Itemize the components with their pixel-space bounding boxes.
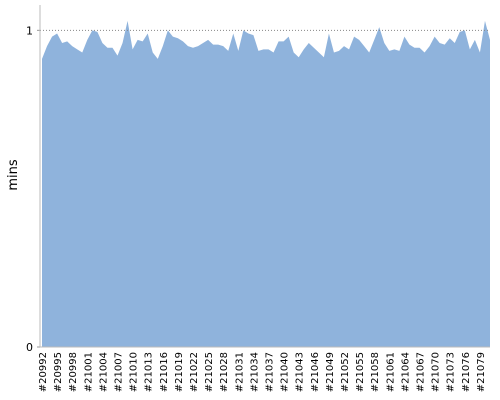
y-tick-label: 0	[26, 341, 33, 354]
x-tick-label: #21013	[144, 352, 155, 392]
x-tick-label: #21043	[295, 352, 306, 392]
x-tick-label: #21058	[370, 352, 381, 392]
x-tick-label: #21031	[234, 352, 245, 392]
x-tick-label: #21034	[249, 352, 260, 392]
x-tick-label: #21019	[174, 352, 185, 392]
x-tick-label: #21004	[98, 352, 109, 392]
x-tick-label: #20998	[68, 352, 79, 392]
x-tick-label: #21079	[476, 352, 487, 392]
x-tick-label: #21067	[416, 352, 427, 392]
x-tick-label: #21070	[431, 352, 442, 392]
area	[42, 20, 490, 347]
x-tick-label: #21073	[446, 352, 457, 392]
x-tick-label: #21007	[114, 352, 125, 392]
x-tick-label: #21049	[325, 352, 336, 392]
x-tick-label: #21076	[461, 352, 472, 392]
x-tick-label: #21046	[310, 352, 321, 392]
x-tick-label: #21016	[159, 352, 170, 392]
x-tick-label: #21001	[83, 352, 94, 392]
x-tick-label: #20995	[53, 352, 64, 392]
x-tick-label: #20992	[38, 352, 49, 392]
y-axis-label: mins	[6, 159, 21, 191]
x-tick-label: #21010	[129, 352, 140, 392]
x-tick-label: #21028	[219, 352, 230, 392]
x-tick-label: #21022	[189, 352, 200, 392]
x-tick-label: #21052	[340, 352, 351, 392]
x-tick-label: #21064	[400, 352, 411, 392]
x-tick-label: #21037	[265, 352, 276, 392]
y-tick-label: 1	[26, 24, 33, 37]
x-tick-label: #21055	[355, 352, 366, 392]
x-tick-label: #21025	[204, 352, 215, 392]
x-tick-label: #21061	[385, 352, 396, 392]
x-tick-label: #21040	[280, 352, 291, 392]
